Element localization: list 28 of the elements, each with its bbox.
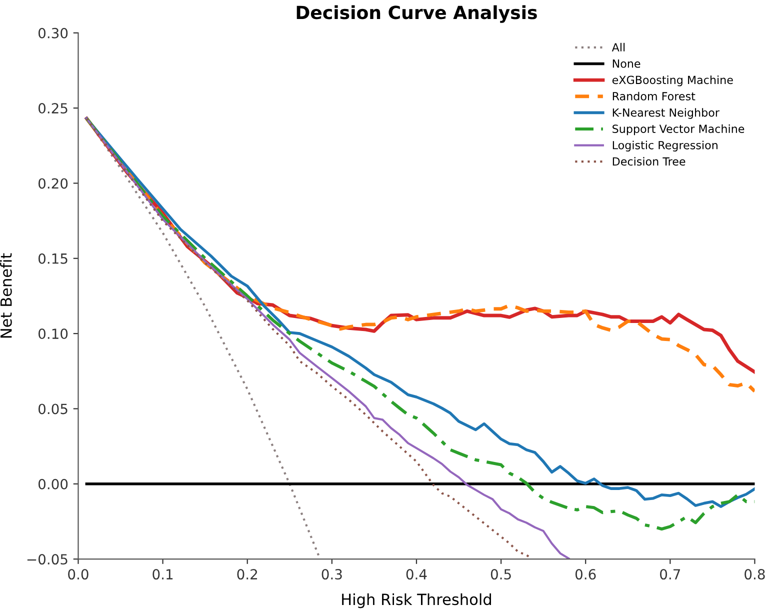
y-tick-label: 0.00 (38, 478, 68, 490)
legend-label: Random Forest (612, 92, 696, 100)
x-tick-label: 0.0 (68, 569, 88, 580)
x-tick-label: 0.2 (237, 569, 258, 580)
y-tick-label: 0.15 (38, 253, 68, 264)
x-tick-label: 0.5 (490, 569, 511, 580)
legend-label: Logistic Regression (612, 140, 718, 152)
x-tick-label: 0.4 (406, 569, 427, 580)
y-tick-label: 0.25 (38, 103, 68, 114)
x-tick-label: 0.3 (322, 569, 342, 580)
chart-title: Decision Curve Analysis (296, 5, 537, 23)
y-tick-label: 0.05 (38, 404, 68, 414)
legend-label: All (612, 42, 625, 52)
y-tick-label: −0.05 (27, 554, 68, 565)
legend-label: Support Vector Machine (612, 124, 744, 136)
y-axis-title: Net Benefit (0, 253, 12, 338)
legend-label: Decision Tree (612, 157, 686, 166)
x-tick-label: 0.6 (575, 569, 596, 580)
legend-label: K-Nearest Neighbor (612, 108, 720, 119)
x-tick-label: 0.8 (744, 569, 765, 580)
legend-label: None (612, 60, 640, 68)
x-axis-title: High Risk Threshold (342, 593, 491, 608)
y-tick-label: 0.20 (38, 178, 68, 189)
x-tick-label: 0.7 (660, 569, 680, 580)
x-tick-label: 0.1 (152, 569, 173, 580)
y-tick-label: 0.30 (38, 28, 68, 38)
legend-label: eXGBoosting Machine (612, 76, 733, 86)
y-tick-label: 0.10 (38, 328, 68, 340)
